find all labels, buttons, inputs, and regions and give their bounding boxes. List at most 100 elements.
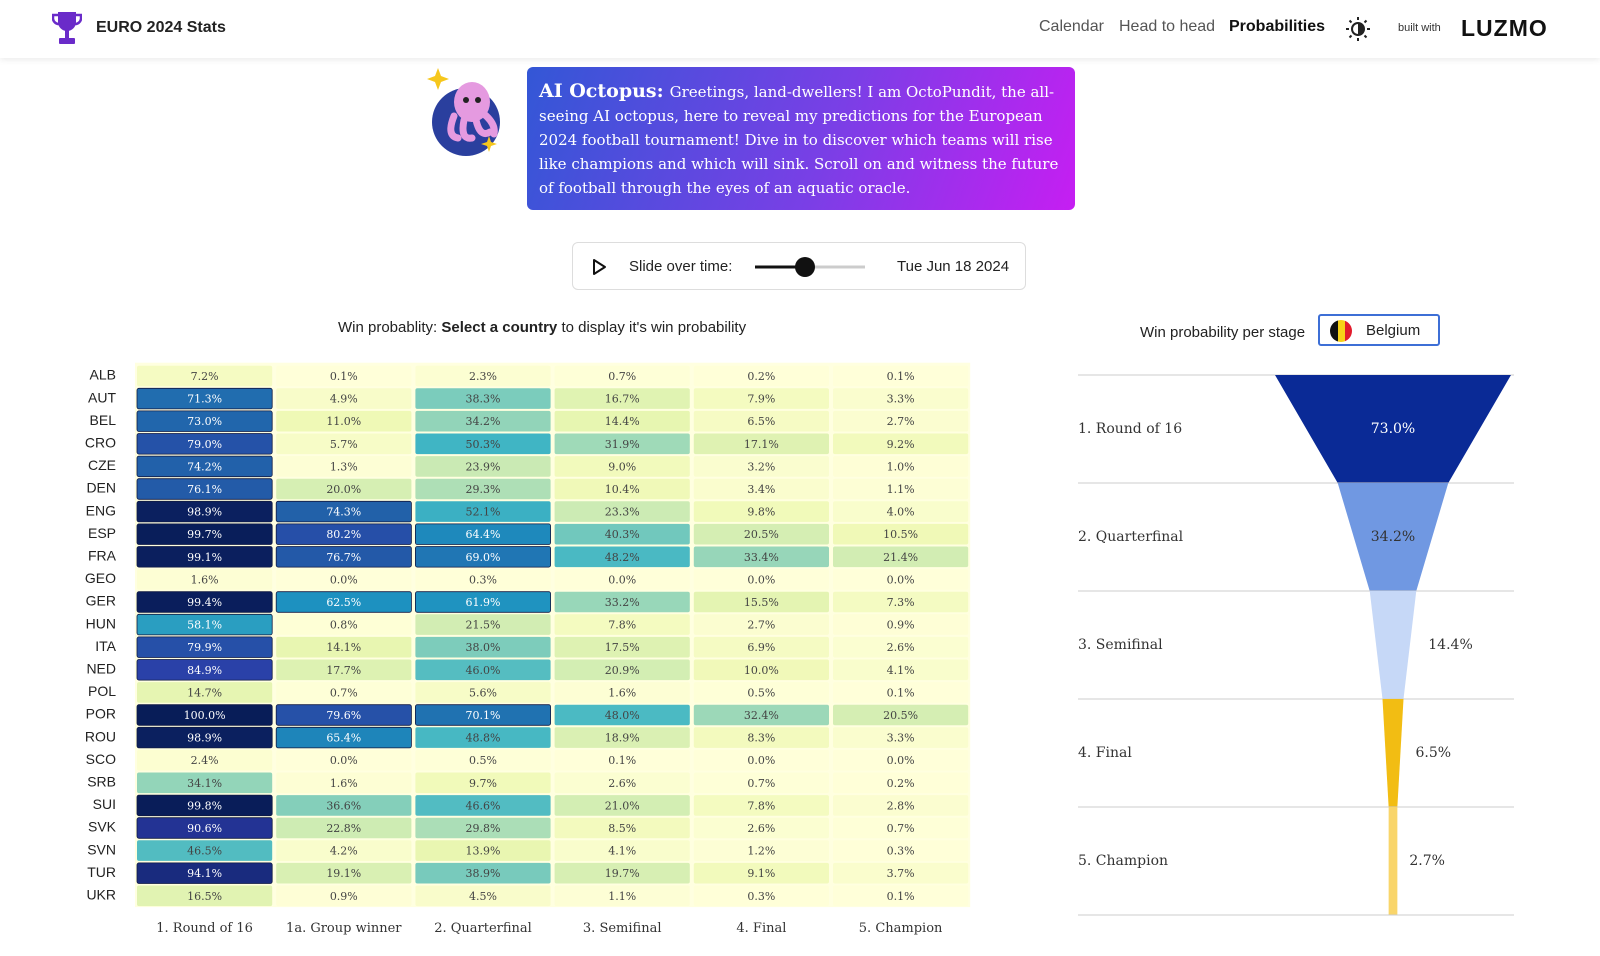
- brand-logo[interactable]: LUZMO: [1461, 15, 1548, 41]
- heatmap-cell: [136, 500, 273, 523]
- row-label: CRO: [85, 435, 116, 451]
- heatmap-cell: [833, 410, 969, 432]
- heatmap-cell: [554, 478, 690, 500]
- row-label: HUN: [86, 615, 116, 631]
- heatmap-cell: [554, 456, 690, 477]
- funnel-segment: [1369, 591, 1417, 699]
- nav-link-active[interactable]: Probabilities: [1229, 18, 1326, 35]
- cell-label: 0.7%: [330, 686, 358, 699]
- cell-label: 84.9%: [187, 664, 222, 677]
- cell-label: 33.4%: [744, 551, 779, 564]
- heatmap-cell: [693, 749, 829, 771]
- cell-label: 10.4%: [605, 483, 640, 496]
- row-label: GEO: [85, 570, 116, 586]
- cell-label: 1.3%: [330, 460, 358, 473]
- heatmap-cell: [554, 727, 690, 748]
- heatmap-cell: [415, 388, 551, 409]
- heatmap-cell: [554, 862, 690, 884]
- cell-label: 38.0%: [466, 641, 501, 654]
- cell-label: 0.1%: [608, 754, 636, 767]
- title-emphasis: Select a country: [441, 319, 558, 336]
- cell-label: 0.1%: [887, 890, 915, 903]
- heatmap-cell: [833, 862, 969, 884]
- heatmap-cell: [415, 659, 551, 681]
- heatmap-cell: [276, 772, 412, 794]
- cell-label: 4.0%: [887, 506, 915, 519]
- heatmap-cell: [136, 433, 273, 455]
- stage-label: 2. Quarterfinal: [1078, 529, 1184, 545]
- heatmap-cell: [693, 433, 829, 455]
- row-label: NED: [86, 661, 116, 677]
- heatmap-cell: [137, 682, 273, 703]
- heatmap-cell: [833, 433, 969, 455]
- heatmap-cell: [833, 659, 969, 681]
- cell-label: 0.2%: [887, 777, 915, 790]
- heatmap-cell: [276, 365, 412, 387]
- heatmap-cell: [137, 885, 273, 907]
- heatmap-cell: [833, 591, 969, 613]
- heatmap-cell: [415, 456, 551, 477]
- cell-label: 0.7%: [608, 370, 636, 383]
- heatmap-cell: [833, 772, 969, 794]
- heatmap-cell: [833, 749, 969, 771]
- cell-label: 29.8%: [466, 822, 501, 835]
- cell-label: 38.9%: [466, 867, 501, 880]
- row-label: SVK: [88, 819, 117, 835]
- row-label: ESP: [88, 525, 116, 541]
- heatmap-cell: [136, 862, 273, 884]
- theme-toggle[interactable]: [1345, 16, 1371, 42]
- heatmap-cell: [275, 500, 412, 523]
- heatmap-cell: [833, 817, 969, 839]
- cell-label: 33.2%: [605, 596, 640, 609]
- cell-label: 4.2%: [330, 845, 358, 858]
- heatmap-cell: [554, 749, 690, 771]
- heatmap-cell: [275, 523, 412, 545]
- cell-label: 4.9%: [330, 393, 358, 406]
- row-label: SCO: [86, 751, 116, 767]
- heatmap-cell: [693, 817, 829, 839]
- heatmap-cell: [693, 862, 829, 884]
- row-label: ITA: [95, 638, 116, 654]
- heatmap-cell: [276, 388, 412, 409]
- heatmap-cell: [137, 772, 273, 794]
- heatmap-cell: [415, 795, 551, 816]
- heatmap-cell: [415, 433, 551, 455]
- title-text: Win probablity:: [338, 319, 438, 336]
- cell-label: 3.7%: [887, 867, 915, 880]
- nav-link[interactable]: Head to head: [1119, 18, 1216, 35]
- row-label: SUI: [93, 796, 116, 812]
- row-label: CZE: [88, 457, 116, 473]
- cell-label: 74.2%: [187, 460, 222, 473]
- cell-label: 48.2%: [605, 551, 640, 564]
- cell-label: 76.7%: [326, 551, 361, 564]
- cell-label: 21.5%: [466, 619, 501, 632]
- heatmap-cell: [833, 456, 969, 477]
- heatmap-cell: [415, 727, 551, 748]
- row-label: SRB: [87, 774, 116, 790]
- play-button[interactable]: [591, 258, 607, 276]
- cell-label: 16.5%: [187, 890, 222, 903]
- cell-label: 79.6%: [326, 709, 361, 722]
- heatmap-cell: [554, 546, 690, 568]
- heatmap-cell: [693, 546, 829, 568]
- cell-label: 76.1%: [187, 483, 222, 496]
- cell-label: 61.9%: [466, 596, 501, 609]
- heatmap-cell: [554, 772, 690, 794]
- trophy-icon: [52, 12, 82, 44]
- cell-label: 0.1%: [330, 370, 358, 383]
- heatmap-cell: [693, 501, 829, 522]
- cell-label: 22.8%: [326, 822, 361, 835]
- time-slider[interactable]: [753, 255, 869, 279]
- cell-label: 1.1%: [887, 483, 915, 496]
- heatmap-cell: [554, 569, 690, 590]
- funnel-segment: [1275, 375, 1511, 483]
- cell-label: 3.3%: [887, 732, 915, 745]
- cell-label: 79.0%: [187, 438, 222, 451]
- heatmap-cell: [276, 636, 412, 658]
- heatmap-cell: [276, 456, 412, 477]
- country-selector[interactable]: Belgium: [1318, 314, 1440, 346]
- nav-link[interactable]: Calendar: [1039, 18, 1104, 35]
- cell-label: 17.5%: [605, 641, 640, 654]
- heatmap-cell: [693, 727, 829, 748]
- heatmap-cell: [136, 636, 273, 658]
